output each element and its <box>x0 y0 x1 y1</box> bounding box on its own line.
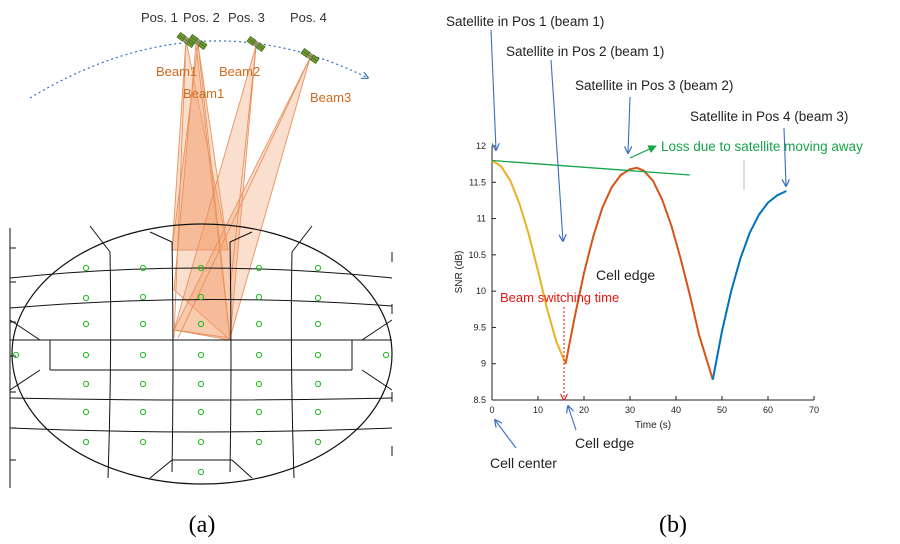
annotation-beam-switch: Beam switching time <box>500 290 619 305</box>
annotation-sat-pos2: Satellite in Pos 2 (beam 1) <box>506 44 664 59</box>
arrow-sat-pos3 <box>628 96 630 153</box>
y-tick-label: 9.5 <box>473 322 486 332</box>
annotation-loss: Loss due to satellite moving away <box>661 139 863 154</box>
cell-centers <box>12 264 390 476</box>
pos-label-1: Pos. 1 <box>141 10 178 25</box>
series-line-pos1 <box>491 159 567 365</box>
annotation-cell-edge-bottom: Cell edge <box>575 435 634 451</box>
arrow-cell-edge <box>568 406 577 431</box>
y-tick-label: 8.5 <box>473 395 486 405</box>
y-tick-label: 12 <box>476 141 486 151</box>
series-group <box>491 159 787 380</box>
y-tick-label: 9 <box>481 359 486 369</box>
cell-grid <box>9 225 393 479</box>
x-ticks: 0 10 20 30 40 50 60 70 <box>489 396 819 415</box>
annotation-sat-pos3: Satellite in Pos 3 (beam 2) <box>575 78 733 93</box>
annotation-sat-pos1: Satellite in Pos 1 (beam 1) <box>446 14 604 29</box>
x-tick-label: 10 <box>533 405 543 415</box>
pos-label-4: Pos. 4 <box>290 10 327 25</box>
caption-a: (a) <box>189 512 216 538</box>
beam-label-3: Beam3 <box>310 90 351 105</box>
axis-ticks-left <box>9 228 16 488</box>
y-ticks: 8.5 9 9.5 10 10.5 11 11.5 12 <box>468 141 496 405</box>
pos-label-2: Pos. 2 <box>183 10 220 25</box>
satellite-icon <box>300 48 320 64</box>
x-tick-label: 70 <box>809 405 819 415</box>
annotation-sat-pos4: Satellite in Pos 4 (beam 3) <box>690 109 848 124</box>
panel-b: 0 10 20 30 40 50 60 70 8.5 9 9.5 10 10.5 11 11.5 12 Ti… <box>446 14 863 538</box>
x-axis-label: Time (s) <box>635 420 671 431</box>
annotation-cell-center: Cell center <box>490 455 557 471</box>
beam-lines <box>173 39 311 339</box>
x-tick-label: 30 <box>625 405 635 415</box>
panel-a: Pos. 1 Pos. 2 Pos. 3 Pos. 4 Beam1 Beam1 … <box>9 10 393 538</box>
y-tick-label: 10 <box>476 286 486 296</box>
y-tick-label: 10.5 <box>468 250 486 260</box>
x-tick-label: 60 <box>763 405 773 415</box>
series-line-pos4 <box>711 190 787 380</box>
series-line-pos3 <box>564 166 714 380</box>
arrow-loss <box>629 145 657 159</box>
y-axis-label: SNR (dB) <box>454 251 465 294</box>
coverage-ellipse <box>11 223 393 485</box>
x-tick-label: 50 <box>717 405 727 415</box>
loss-trend-line <box>491 159 690 176</box>
y-tick-label: 11.5 <box>469 177 486 187</box>
arrow-cell-center <box>495 420 517 449</box>
x-tick-label: 20 <box>579 405 589 415</box>
y-tick-label: 11 <box>477 214 486 224</box>
annotation-cell-edge-mid: Cell edge <box>596 267 655 283</box>
arrow-sat-pos4 <box>784 127 786 186</box>
pos-label-3: Pos. 3 <box>228 10 265 25</box>
arrow-sat-pos1 <box>490 29 496 150</box>
caption-b: (b) <box>659 512 687 538</box>
beam-label-1b: Beam1 <box>183 86 224 101</box>
beam-label-1a: Beam1 <box>156 64 197 79</box>
x-tick-label: 40 <box>671 405 681 415</box>
beam-label-2: Beam2 <box>219 64 260 79</box>
x-tick-label: 0 <box>489 405 494 415</box>
arrow-sat-pos2 <box>550 59 563 241</box>
